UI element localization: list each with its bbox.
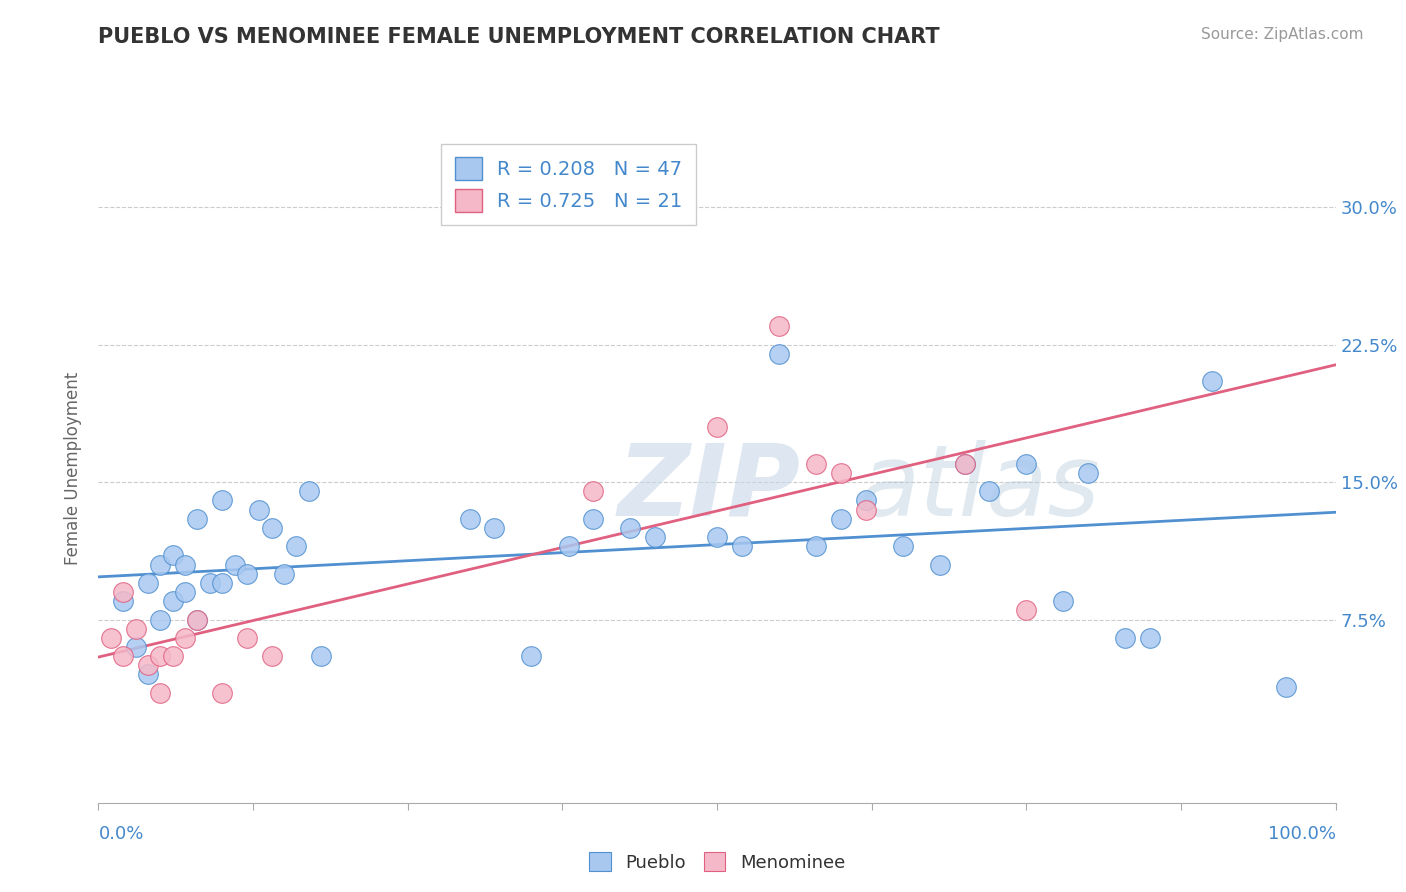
Text: 0.0%: 0.0% (98, 825, 143, 843)
Point (484, 521, 506, 535)
Point (768, 319, 790, 334)
Point (928, 558, 950, 572)
Point (136, 667, 159, 681)
Point (1015, 457, 1038, 471)
Point (1275, 681, 1298, 695)
Text: atlas: atlas (859, 440, 1101, 537)
Point (198, 575, 221, 590)
Point (855, 493, 877, 508)
Point (162, 649, 184, 664)
Point (260, 649, 283, 664)
Point (124, 622, 146, 636)
Text: Source: ZipAtlas.com: Source: ZipAtlas.com (1201, 27, 1364, 42)
Point (830, 512, 852, 526)
Point (162, 549, 184, 563)
Text: 100.0%: 100.0% (1268, 825, 1336, 843)
Point (211, 493, 233, 508)
Point (285, 539, 308, 553)
Y-axis label: Female Unemployment: Female Unemployment (65, 372, 83, 565)
Point (112, 649, 135, 664)
Point (162, 594, 184, 608)
Text: ZIP: ZIP (619, 440, 801, 537)
Point (186, 613, 208, 627)
Point (731, 539, 754, 553)
Point (174, 558, 197, 572)
Point (582, 484, 605, 499)
Legend: Pueblo, Menominee: Pueblo, Menominee (579, 843, 855, 880)
Point (804, 457, 827, 471)
Point (309, 649, 332, 664)
Point (236, 566, 259, 581)
Point (706, 420, 728, 434)
Point (706, 530, 728, 544)
Point (582, 512, 605, 526)
Point (260, 521, 283, 535)
Point (186, 512, 208, 526)
Point (830, 466, 852, 480)
Point (136, 575, 159, 590)
Point (1077, 466, 1099, 480)
Point (174, 585, 197, 599)
Point (855, 502, 877, 516)
Point (174, 631, 197, 645)
Point (112, 585, 135, 599)
Text: PUEBLO VS MENOMINEE FEMALE UNEMPLOYMENT CORRELATION CHART: PUEBLO VS MENOMINEE FEMALE UNEMPLOYMENT … (98, 27, 941, 46)
Point (1201, 374, 1223, 388)
Point (149, 649, 172, 664)
Point (768, 347, 790, 361)
Point (136, 658, 159, 673)
Point (149, 558, 172, 572)
Point (186, 613, 208, 627)
Point (211, 686, 233, 700)
Point (1139, 631, 1161, 645)
Point (211, 575, 233, 590)
Point (1052, 594, 1074, 608)
Point (112, 594, 135, 608)
Point (953, 457, 976, 471)
Point (224, 558, 246, 572)
Point (804, 539, 827, 553)
Point (1015, 603, 1038, 617)
Point (619, 521, 641, 535)
Point (149, 686, 172, 700)
Point (644, 530, 666, 544)
Point (124, 640, 146, 654)
Point (236, 631, 259, 645)
Point (273, 566, 295, 581)
Point (298, 484, 321, 499)
Point (247, 502, 270, 516)
Point (149, 613, 172, 627)
Point (953, 457, 976, 471)
Point (1114, 631, 1136, 645)
Point (100, 631, 122, 645)
Point (520, 649, 543, 664)
Point (891, 539, 914, 553)
Point (979, 484, 1001, 499)
Point (458, 512, 481, 526)
Point (557, 539, 579, 553)
